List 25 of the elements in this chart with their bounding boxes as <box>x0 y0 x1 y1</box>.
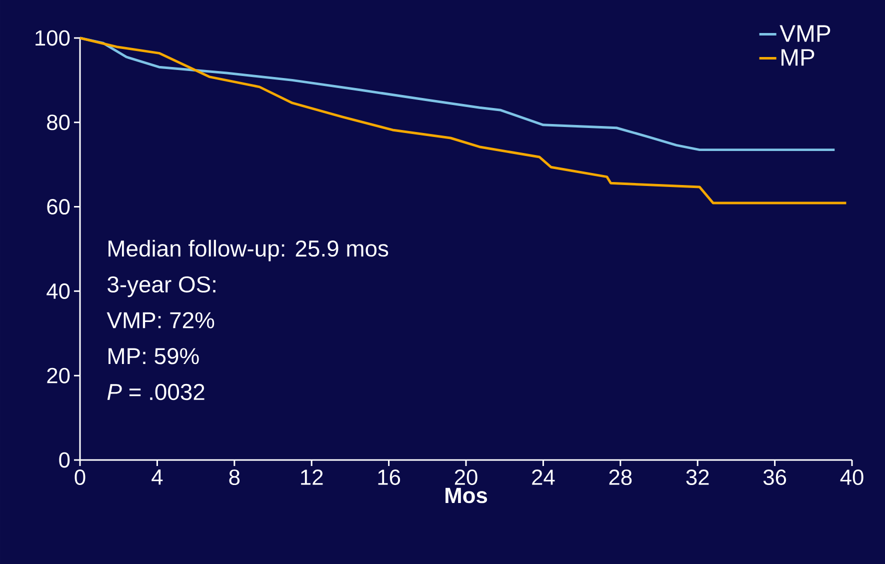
x-tick-label: 28 <box>609 469 632 486</box>
legend-label: MP <box>782 49 814 66</box>
y-tick-label: 80 <box>47 114 70 130</box>
annotation: Median follow-up: 25.9 mos <box>108 240 388 262</box>
x-tick-label: 20 <box>454 469 478 486</box>
annotation: 3-year OS: <box>108 276 216 298</box>
y-tick-label: 100 <box>36 30 70 46</box>
x-tick-label: 24 <box>532 469 555 485</box>
y-tick-label: 60 <box>47 199 70 215</box>
x-tick-label: 12 <box>301 469 323 485</box>
x-tick-label: 8 <box>229 469 240 486</box>
y-tick-label: 0 <box>59 452 70 468</box>
annotation: P = .0032 <box>107 384 204 400</box>
x-tick-label: 4 <box>152 470 163 485</box>
y-tick-label: 40 <box>46 283 70 299</box>
x-tick-label: 40 <box>840 469 864 486</box>
y-tick-label: 20 <box>47 368 70 384</box>
annotation: MP: 59% <box>108 348 199 364</box>
annotation: VMP: 72% <box>106 312 214 328</box>
x-tick-label: 32 <box>686 469 709 486</box>
x-tick-label: 16 <box>378 469 400 486</box>
x-tick-label: 36 <box>763 469 786 486</box>
legend-label: VMP <box>780 25 830 42</box>
x-axis-title: Mos <box>446 488 488 504</box>
x-tick-label: 0 <box>74 469 86 486</box>
